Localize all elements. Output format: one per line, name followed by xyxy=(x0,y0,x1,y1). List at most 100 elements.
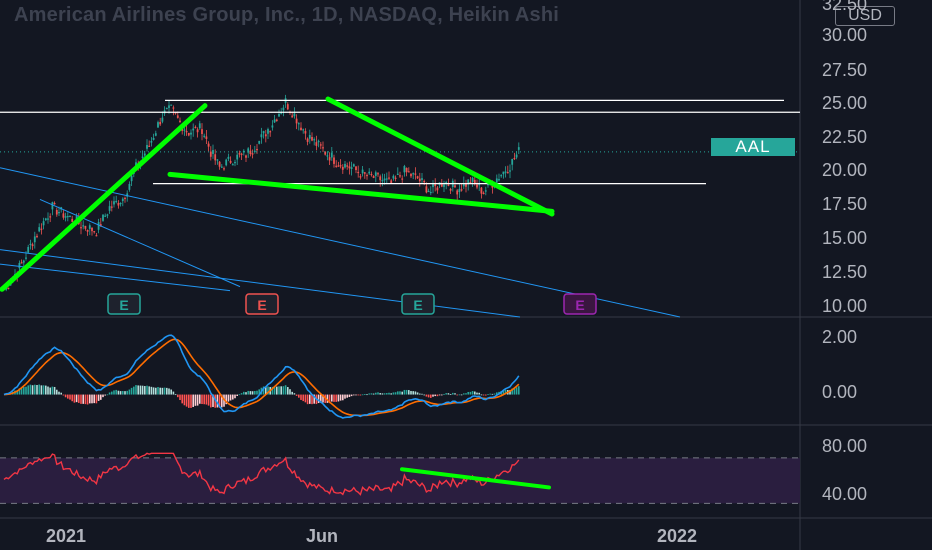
macd-histogram-bar xyxy=(339,394,342,401)
macd-histogram-bar xyxy=(227,394,230,402)
candle-body xyxy=(504,171,507,173)
candle-body xyxy=(36,235,38,238)
candle-body xyxy=(185,131,188,133)
candle-body xyxy=(511,158,514,165)
candle-body xyxy=(262,131,265,134)
macd-histogram-bar xyxy=(346,394,348,398)
earnings-marker-label: E xyxy=(413,297,422,313)
candle-body xyxy=(69,215,71,218)
macd-histogram-bar xyxy=(97,394,100,401)
macd-histogram-bar xyxy=(133,386,135,395)
candle-body xyxy=(198,123,201,129)
macd-histogram-bar xyxy=(313,394,315,404)
trend-channel-line xyxy=(39,198,241,288)
macd-histogram-bar xyxy=(38,384,40,395)
candle-body xyxy=(372,176,375,178)
candle-body xyxy=(517,147,520,150)
macd-histogram-bar xyxy=(449,393,452,395)
candle-body xyxy=(168,105,170,108)
candle-body xyxy=(159,121,162,125)
macd-histogram-bar xyxy=(436,394,439,397)
macd-histogram-bar xyxy=(493,393,496,395)
candle-body xyxy=(47,218,49,220)
macd-histogram-bar xyxy=(188,394,190,408)
macd-histogram-bar xyxy=(174,394,177,396)
macd-histogram-bar xyxy=(249,391,252,395)
macd-histogram-bar xyxy=(210,394,212,408)
candle-body xyxy=(495,178,498,183)
candle-body xyxy=(53,203,56,205)
candle-body xyxy=(157,122,159,128)
macd-histogram-bar xyxy=(333,394,335,402)
macd-histogram-bar xyxy=(421,393,423,395)
macd-histogram-bar xyxy=(320,394,322,403)
candle-body xyxy=(49,216,52,218)
price-tick-label: 17.50 xyxy=(822,194,868,214)
macd-histogram-bar xyxy=(482,394,485,396)
macd-histogram-bar xyxy=(124,391,126,395)
macd-histogram-bar xyxy=(366,394,368,396)
candle-body xyxy=(240,153,243,155)
macd-histogram-bar xyxy=(491,393,494,395)
candle-body xyxy=(126,193,129,197)
candle-body xyxy=(154,133,157,136)
macd-histogram-bar xyxy=(199,394,201,404)
candle-body xyxy=(170,104,173,106)
candle-body xyxy=(454,185,456,188)
macd-histogram-bar xyxy=(192,394,194,407)
macd-histogram-bar xyxy=(328,394,331,404)
candle-body xyxy=(293,113,296,117)
macd-histogram-bar xyxy=(95,394,98,404)
candle-body xyxy=(355,166,357,171)
candle-body xyxy=(275,119,278,121)
currency-button[interactable]: USD xyxy=(835,6,895,26)
macd-histogram-bar xyxy=(502,390,505,395)
macd-histogram-bar xyxy=(71,394,73,402)
macd-histogram-bar xyxy=(89,394,91,404)
candle-body xyxy=(388,177,390,179)
candle-body xyxy=(172,107,175,109)
macd-histogram-bar xyxy=(148,386,150,395)
macd-histogram-bar xyxy=(240,393,243,395)
macd-histogram-bar xyxy=(410,390,412,395)
macd-histogram-bar xyxy=(130,387,133,395)
candle-body xyxy=(91,227,93,232)
candle-body xyxy=(124,197,126,200)
price-tick-label: 27.50 xyxy=(822,60,868,80)
macd-histogram-bar xyxy=(207,394,210,406)
candle-body xyxy=(405,167,408,173)
candle-body xyxy=(326,155,329,157)
candle-body xyxy=(361,169,364,174)
macd-histogram-bar xyxy=(80,394,82,404)
candle-body xyxy=(108,206,111,211)
macd-histogram-bar xyxy=(432,394,434,397)
candle-body xyxy=(258,140,261,144)
candle-body xyxy=(148,145,151,147)
candle-body xyxy=(29,243,32,246)
candle-body xyxy=(291,115,294,118)
candle-body xyxy=(196,129,199,133)
macd-histogram-bar xyxy=(465,393,467,395)
candle-body xyxy=(207,143,210,147)
macd-histogram-bar xyxy=(64,394,67,398)
macd-histogram-bar xyxy=(364,394,366,395)
candle-body xyxy=(20,262,23,264)
macd-histogram-bar xyxy=(513,387,516,395)
macd-histogram-bar xyxy=(254,390,256,395)
macd-histogram-bar xyxy=(355,394,357,396)
candle-body xyxy=(62,213,65,218)
candle-body xyxy=(297,123,300,125)
candle-body xyxy=(97,222,100,230)
macd-histogram-bar xyxy=(458,394,461,396)
candle-body xyxy=(396,173,399,175)
macd-histogram-bar xyxy=(111,391,113,395)
macd-histogram-bar xyxy=(106,394,109,396)
candle-body xyxy=(236,154,239,160)
macd-histogram-bar xyxy=(196,394,199,406)
candle-body xyxy=(359,176,362,178)
macd-histogram-bar xyxy=(67,394,69,399)
macd-histogram-bar xyxy=(335,394,337,402)
candle-body xyxy=(110,206,113,208)
